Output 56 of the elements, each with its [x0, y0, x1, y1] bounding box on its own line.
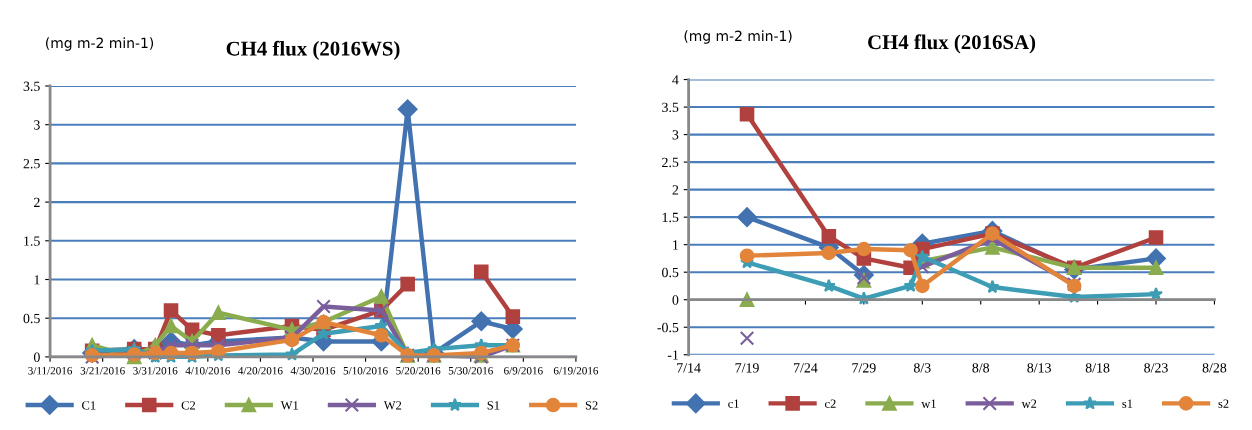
x-tick-label: 8/23 — [1144, 363, 1168, 373]
chart-title: CH4 flux (2016WS) — [226, 40, 400, 60]
y-tick-label: 1.5 — [662, 212, 679, 223]
x-tick-label: 7/19 — [735, 363, 759, 373]
x-tick-label: 4/30/2016 — [290, 366, 336, 375]
legend-label: s1 — [1122, 399, 1133, 408]
x-tick-label: 7/24 — [794, 363, 818, 373]
y-axis-title: (mg m-2 min-1) — [684, 30, 792, 44]
x-tick-label: 5/10/2016 — [343, 366, 388, 375]
y-tick-label: 0.5 — [662, 267, 679, 278]
x-tick-label: 3/31/2016 — [133, 366, 178, 375]
y-tick-label: 1.5 — [24, 236, 40, 246]
legend-label: W2 — [383, 401, 402, 410]
legend-label: C1 — [82, 401, 96, 410]
legend-label: c1 — [728, 399, 739, 408]
y-tick-label: 3 — [672, 130, 679, 140]
y-tick-label: 2 — [34, 197, 40, 207]
y-tick-label: 2.5 — [23, 159, 40, 169]
legend-label: w1 — [921, 399, 936, 408]
x-tick-label: 5/30/2016 — [448, 366, 493, 375]
x-tick-label: 3/11/2016 — [28, 366, 73, 375]
y-tick-label: 3.5 — [662, 102, 679, 113]
x-tick-label: 4/20/2016 — [238, 366, 283, 375]
chart-title: CH4 flux (2016SA) — [868, 34, 1036, 54]
y-tick-label: 0 — [672, 295, 679, 305]
legend-label: S1 — [487, 401, 500, 410]
y-tick-label: 0 — [33, 352, 40, 362]
x-tick-label: 8/3 — [913, 363, 931, 373]
y-tick-label: 4 — [672, 75, 679, 85]
x-tick-label: 8/13 — [1027, 363, 1051, 373]
legend-label: C2 — [181, 401, 196, 410]
y-tick-label: 2 — [672, 185, 679, 195]
x-tick-label: 7/29 — [852, 363, 876, 373]
y-tick-label: 1 — [673, 240, 679, 250]
x-tick-label: 8/8 — [972, 363, 990, 373]
x-tick-label: 7/14 — [677, 363, 701, 373]
y-tick-label: 3.5 — [23, 81, 40, 92]
x-tick-label: 8/28 — [1202, 363, 1227, 373]
x-tick-label: 8/18 — [1085, 363, 1110, 373]
x-tick-label: 6/19/2016 — [553, 366, 599, 375]
x-tick-label: 5/20/2016 — [396, 366, 441, 375]
y-tick-label: 1 — [34, 275, 40, 285]
x-tick-label: 6/9/2016 — [504, 366, 543, 375]
y-tick-label: 0.5 — [23, 313, 40, 324]
x-tick-label: 3/21/2016 — [80, 366, 125, 375]
y-axis-title: (mg m-2 min-1) — [46, 37, 154, 51]
y-tick-label: 3 — [34, 120, 40, 130]
y-tick-label: -0.5 — [657, 322, 679, 333]
legend-label: w2 — [1021, 399, 1037, 408]
x-tick-label: 4/10/2016 — [185, 366, 231, 375]
legend-label: s2 — [1218, 399, 1229, 408]
legend-label: S2 — [585, 401, 598, 410]
y-tick-label: 2.5 — [662, 157, 679, 168]
legend-label: c2 — [824, 399, 836, 408]
legend-label: W1 — [280, 401, 299, 410]
y-tick-label: -1 — [667, 350, 679, 360]
